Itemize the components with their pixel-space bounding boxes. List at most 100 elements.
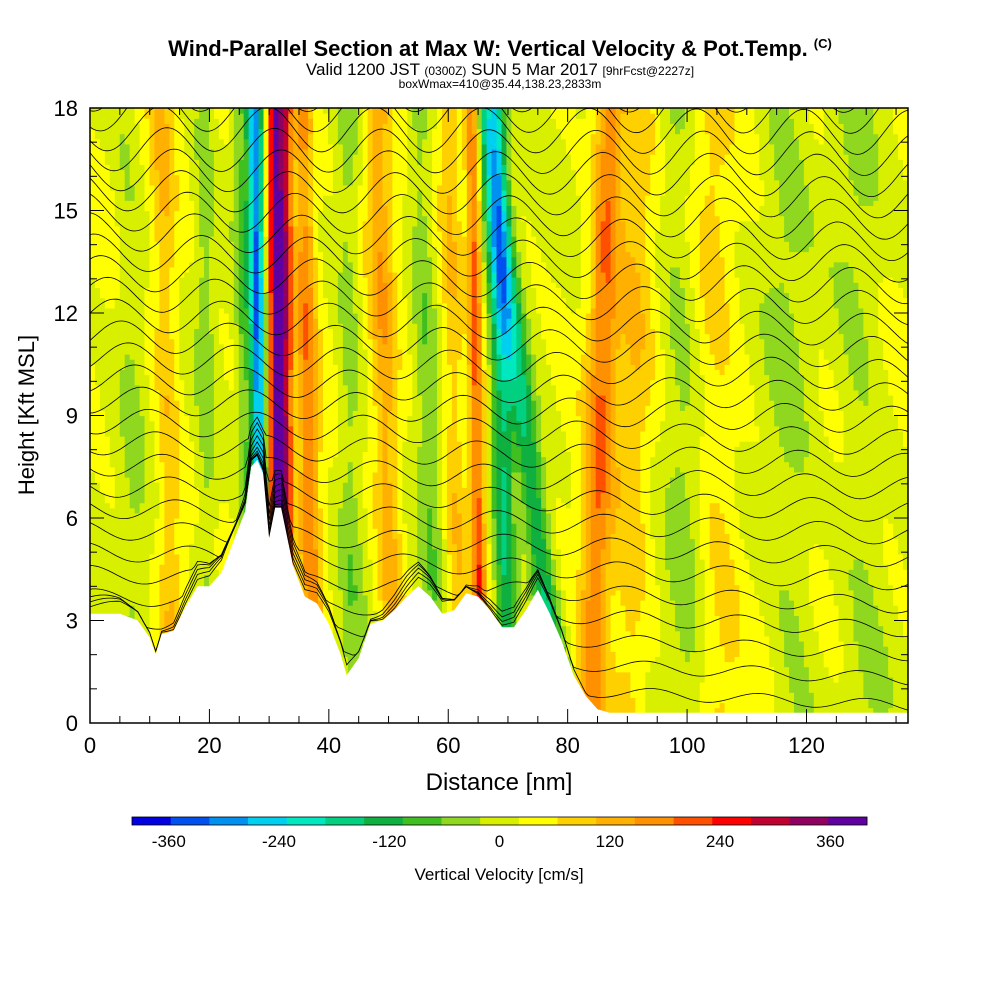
velocity-cell: [590, 676, 597, 683]
velocity-cell: [888, 671, 894, 678]
velocity-cell: [813, 605, 820, 611]
velocity-cell: [655, 594, 661, 601]
velocity-cell: [739, 584, 745, 591]
velocity-cell: [674, 579, 681, 586]
velocity-cell: [858, 671, 864, 678]
velocity-cell: [903, 682, 908, 688]
velocity-cell: [397, 600, 403, 606]
velocity-cell: [734, 692, 741, 698]
velocity-cell: [848, 600, 855, 606]
velocity-cell: [323, 579, 329, 586]
velocity-cell: [878, 569, 884, 575]
velocity-cell: [640, 697, 646, 704]
velocity-cell: [853, 687, 860, 693]
velocity-cell: [665, 641, 671, 647]
velocity-cell: [764, 671, 770, 678]
velocity-cell: [610, 682, 617, 688]
velocity-cell: [570, 569, 577, 575]
velocity-cell: [560, 605, 567, 611]
velocity-cell: [590, 635, 597, 642]
velocity-cell: [833, 574, 840, 581]
velocity-cell: [347, 605, 354, 611]
velocity-cell: [600, 641, 607, 647]
velocity-cell: [873, 574, 879, 581]
velocity-cell: [694, 692, 701, 698]
velocity-cell: [789, 584, 795, 591]
velocity-cell: [451, 574, 458, 581]
velocity-cell: [754, 600, 760, 606]
velocity-cell: [139, 579, 146, 586]
velocity-cell: [734, 676, 741, 683]
velocity-cell: [605, 687, 612, 693]
velocity-cell: [888, 682, 894, 688]
velocity-cell: [868, 702, 874, 709]
velocity-cell: [893, 707, 899, 714]
velocity-cell: [432, 589, 438, 596]
velocity-cell: [119, 579, 126, 586]
velocity-cell: [729, 625, 736, 632]
velocity-cell: [863, 574, 869, 581]
velocity-cell: [734, 707, 741, 714]
velocity-cell: [898, 671, 904, 678]
velocity-cell: [367, 600, 374, 606]
velocity-cell: [724, 646, 731, 652]
velocity-cell: [699, 702, 706, 709]
velocity-cell: [144, 630, 151, 637]
velocity-cell: [387, 600, 394, 606]
velocity-cell: [764, 594, 770, 601]
velocity-cell: [526, 569, 532, 575]
velocity-cell: [655, 615, 661, 622]
velocity-cell: [149, 579, 156, 586]
velocity-cell: [779, 687, 785, 693]
velocity-cell: [357, 594, 364, 601]
velocity-cell: [853, 682, 860, 688]
velocity-cell: [313, 584, 319, 591]
velocity-cell: [789, 605, 795, 611]
velocity-cell: [432, 594, 438, 601]
velocity-cell: [858, 682, 864, 688]
velocity-cell: [754, 574, 760, 581]
velocity-cell: [357, 635, 364, 642]
velocity-cell: [789, 651, 795, 657]
velocity-cell: [337, 594, 344, 601]
velocity-cell: [898, 656, 904, 663]
velocity-cell: [397, 569, 403, 575]
velocity-cell: [655, 620, 661, 627]
velocity-cell: [754, 615, 760, 622]
velocity-cell: [337, 589, 344, 596]
velocity-cell: [868, 620, 874, 627]
velocity-cell: [640, 666, 646, 673]
velocity-cell: [694, 646, 701, 652]
velocity-cell: [635, 625, 641, 632]
velocity-cell: [674, 687, 681, 693]
velocity-cell: [665, 584, 671, 591]
velocity-cell: [823, 646, 830, 652]
velocity-cell: [342, 666, 349, 673]
velocity-cell: [858, 584, 864, 591]
velocity-cell: [179, 574, 185, 581]
velocity-cell: [620, 646, 627, 652]
velocity-cell: [719, 605, 726, 611]
velocity-cell: [630, 661, 636, 668]
velocity-cell: [164, 564, 170, 570]
velocity-cell: [893, 682, 899, 688]
velocity-cell: [590, 671, 597, 678]
velocity-cell: [595, 676, 602, 683]
velocity-cell: [635, 615, 641, 622]
velocity-cell: [779, 682, 785, 688]
velocity-cell: [640, 682, 646, 688]
velocity-cell: [189, 569, 195, 575]
velocity-cell: [863, 579, 869, 586]
velocity-cell: [853, 605, 860, 611]
velocity-cell: [749, 589, 755, 596]
velocity-cell: [858, 707, 864, 714]
velocity-cell: [679, 682, 686, 688]
velocity-cell: [888, 605, 894, 611]
velocity-cell: [883, 702, 889, 709]
velocity-cell: [898, 666, 904, 673]
velocity-cell: [149, 574, 156, 581]
velocity-cell: [868, 594, 874, 601]
velocity-cell: [630, 625, 636, 632]
velocity-cell: [759, 574, 765, 581]
velocity-cell: [813, 671, 820, 678]
